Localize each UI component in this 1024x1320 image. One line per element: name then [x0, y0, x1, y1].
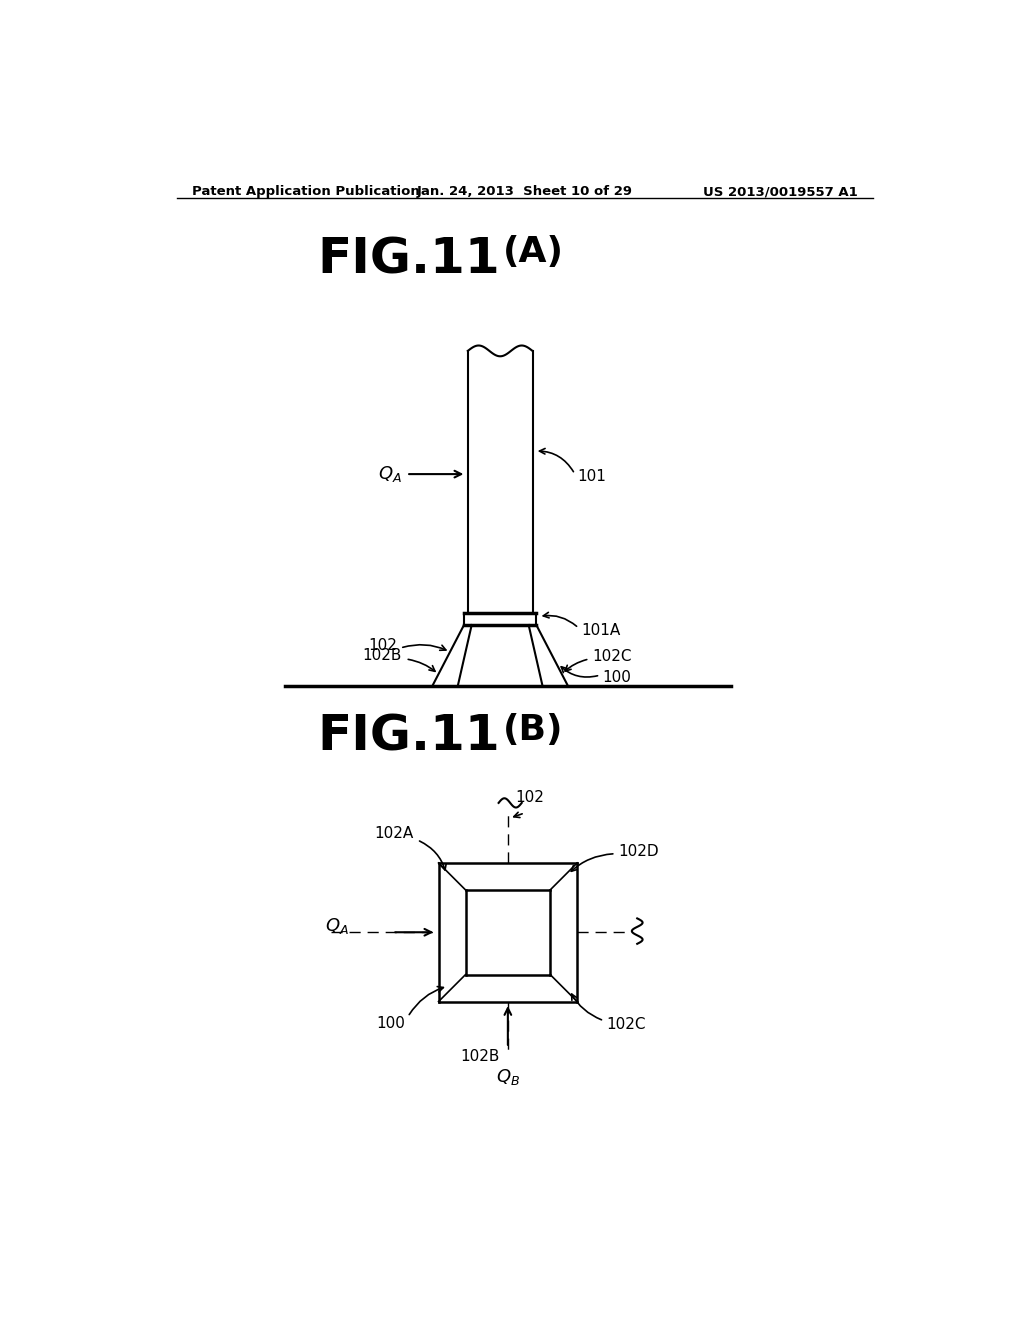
Text: (A): (A): [503, 235, 564, 269]
Text: 102: 102: [515, 789, 545, 805]
Text: 101: 101: [578, 469, 606, 484]
Text: 102B: 102B: [362, 648, 401, 663]
Text: 100: 100: [602, 669, 632, 685]
Text: 102D: 102D: [617, 843, 658, 859]
Text: 102B: 102B: [461, 1049, 500, 1064]
Text: 102A: 102A: [375, 826, 414, 841]
Text: $Q_A$: $Q_A$: [379, 465, 402, 484]
Text: (B): (B): [503, 713, 564, 747]
Text: Patent Application Publication: Patent Application Publication: [193, 185, 420, 198]
Text: $Q_A$: $Q_A$: [325, 916, 348, 936]
Text: 100: 100: [377, 1015, 406, 1031]
Text: 102C: 102C: [606, 1018, 646, 1032]
Text: 101A: 101A: [581, 623, 621, 638]
Text: FIG.11: FIG.11: [317, 235, 500, 284]
Text: US 2013/0019557 A1: US 2013/0019557 A1: [702, 185, 857, 198]
Text: Jan. 24, 2013  Sheet 10 of 29: Jan. 24, 2013 Sheet 10 of 29: [417, 185, 633, 198]
Text: 102C: 102C: [593, 649, 632, 664]
Text: 102: 102: [368, 639, 397, 653]
Text: $Q_B$: $Q_B$: [496, 1067, 520, 1086]
Text: FIG.11: FIG.11: [317, 713, 500, 760]
